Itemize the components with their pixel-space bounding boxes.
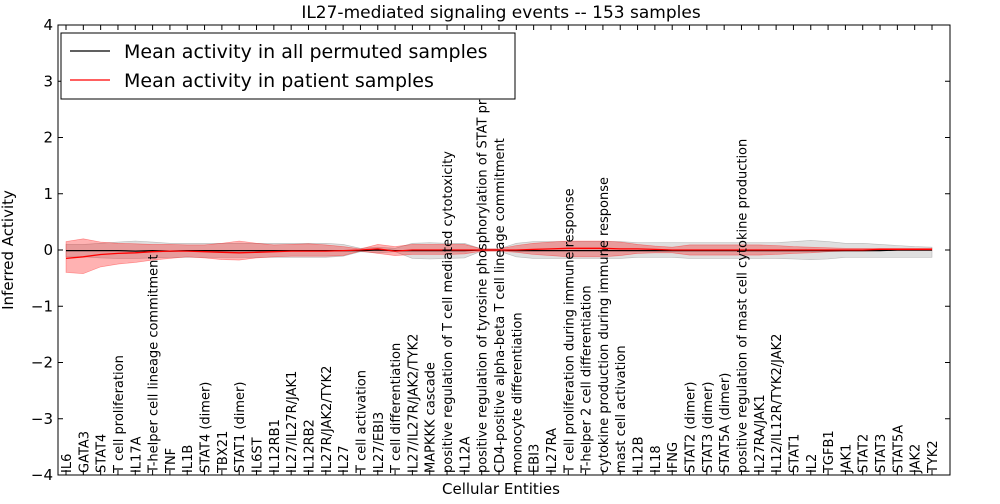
x-tick-label: T cell proliferation: [112, 355, 127, 474]
x-tick-label: T cell differentiation: [389, 343, 404, 474]
x-tick-label: positive regulation of mast cell cytokin…: [736, 139, 751, 473]
x-tick-label: IL6ST: [251, 437, 266, 473]
plot-frame: [57, 24, 951, 476]
x-tick-label: T cell activation: [354, 370, 369, 474]
x-tick-label: STAT4: [95, 434, 110, 473]
x-tick-label: monocyte differentiation: [510, 312, 525, 473]
x-tick-label: TYK2: [926, 440, 941, 474]
x-tick-label: IFNG: [666, 442, 681, 473]
x-tick-label: TNF: [164, 448, 179, 474]
x-tick-label: STAT5A (dimer): [718, 373, 733, 473]
x-tick-label: STAT1 (dimer): [233, 382, 248, 473]
y-tick-label: −2: [31, 354, 53, 372]
x-tick-label: IL27RA: [545, 428, 560, 473]
x-tick-label: IL27/EBI3: [372, 412, 387, 473]
x-tick-label: T-helper 2 cell differentiation: [580, 285, 595, 474]
y-tick-label: 0: [43, 241, 53, 259]
x-tick-label: cytokine production during immune respon…: [597, 177, 612, 473]
y-tick-label: −4: [31, 466, 53, 484]
x-tick-label: IL17A: [129, 436, 144, 473]
legend-label-patient: Mean activity in patient samples: [124, 70, 434, 92]
x-tick-label: T cell proliferation during immune respo…: [562, 188, 577, 474]
legend-box: [60, 32, 516, 100]
y-tick-label: 4: [43, 16, 53, 34]
legend: Mean activity in all permuted samples Me…: [60, 32, 516, 100]
x-tick-label: TBX21: [216, 431, 231, 474]
y-tick-label: 2: [43, 129, 53, 147]
x-tick-label: JAK1: [839, 444, 854, 474]
x-tick-label: EBI3: [528, 444, 543, 473]
x-tick-label: T-helper cell lineage commitment: [147, 255, 162, 474]
y-tick-label: 3: [43, 72, 53, 90]
y-tick-label: 1: [43, 185, 53, 203]
x-tick-label: IL18: [649, 445, 664, 473]
x-tick-label: IL12RB2: [303, 419, 318, 473]
x-tick-label: IL27/IL27R/JAK1: [285, 371, 300, 473]
x-tick-label: STAT1: [787, 434, 802, 473]
x-tick-label: IL6: [60, 454, 75, 473]
x-tick-label: STAT2 (dimer): [684, 382, 699, 473]
legend-label-permuted: Mean activity in all permuted samples: [124, 41, 487, 63]
x-tick-label: IL12/IL12R/TYK2/JAK2: [770, 334, 785, 473]
x-tick-label: mast cell activation: [614, 345, 629, 473]
x-tick-label: STAT3: [874, 434, 889, 473]
x-axis-ticks: IL6 GATA3 STAT4 T cell proliferation IL17A T-…: [60, 25, 941, 475]
y-axis-ticks: −4 −3 −2 −1 0 1 2 3 4: [31, 16, 950, 484]
line-series-1: [65, 247, 932, 260]
x-tick-label: GATA3: [77, 431, 92, 473]
x-tick-label: MAPKKK cascade: [424, 362, 439, 473]
x-tick-label: JAK2: [909, 444, 924, 474]
x-tick-label: IL27R/JAK2/TYK2: [320, 366, 335, 473]
x-tick-label: CD4-positive alpha-beta T cell lineage c…: [493, 138, 508, 473]
y-axis-label: Inferred Activity: [0, 190, 17, 310]
chart-title: IL27-mediated signaling events -- 153 sa…: [301, 3, 701, 23]
x-tick-label: positive regulation of T cell mediated c…: [441, 151, 456, 473]
x-tick-label: IL2: [805, 454, 820, 473]
x-tick-label: positive regulation of tyrosine phosphor…: [476, 67, 491, 473]
x-tick-label: IL12A: [458, 436, 473, 473]
x-tick-label: IL12B: [632, 436, 647, 473]
x-tick-label: IL12RB1: [268, 419, 283, 473]
x-tick-label: STAT4 (dimer): [199, 382, 214, 473]
x-tick-label: TGFB1: [822, 430, 837, 474]
x-tick-label: IL27RA/JAK1: [753, 394, 768, 473]
x-tick-label: STAT2: [857, 434, 872, 473]
x-tick-label: STAT3 (dimer): [701, 382, 716, 473]
x-axis-label: Cellular Entities: [442, 480, 560, 498]
x-tick-label: IL27/IL27R/JAK2/TYK2: [406, 334, 421, 473]
y-tick-label: −3: [31, 410, 53, 428]
series-lines: [65, 247, 932, 260]
y-tick-label: −1: [31, 297, 53, 315]
x-tick-label: IL1B: [181, 445, 196, 473]
x-tick-label: IL27: [337, 445, 352, 473]
x-tick-label: STAT5A: [891, 425, 906, 473]
